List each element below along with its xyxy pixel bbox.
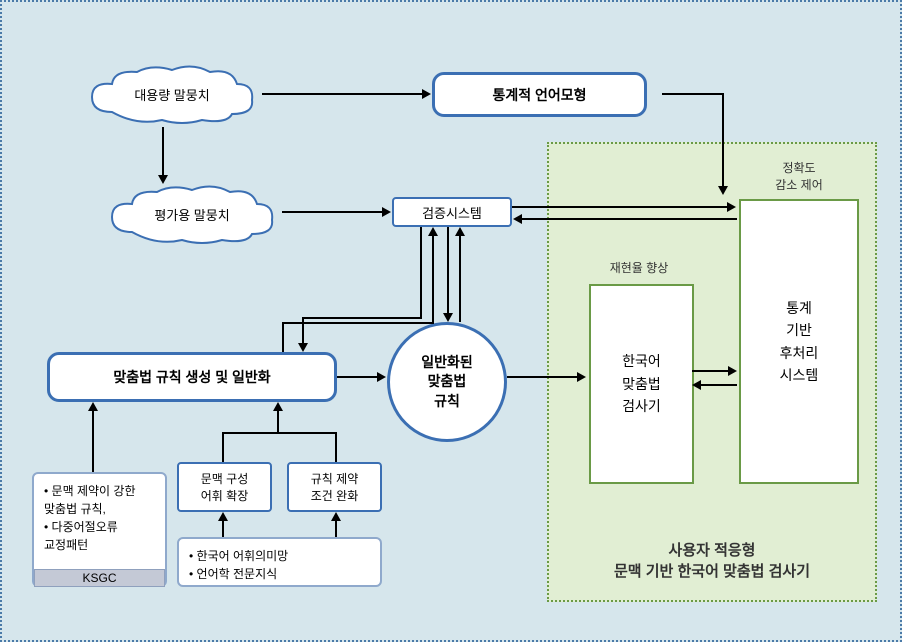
arrow-rulegen-verify-2h	[282, 322, 432, 324]
arrow-lm-down-v2	[722, 93, 724, 188]
cloud-big-corpus: 대용량 말뭉치	[82, 62, 262, 127]
arrow-ling-context	[222, 519, 224, 537]
checker-box: 한국어 맞춤법 검사기	[589, 284, 694, 484]
arrow-lm-down-v	[662, 93, 722, 95]
arrow-circle-verify	[459, 234, 461, 322]
arrow-ksgc-rulegen-head	[88, 402, 98, 411]
arrow-ling-relax	[335, 519, 337, 537]
arrow-rulegen-circle	[337, 376, 379, 378]
arrow-ling-context-head	[218, 512, 228, 521]
context-expand-box: 문맥 구성 어휘 확장	[177, 462, 272, 512]
green-bottom-label: 사용자 적응형 문맥 기반 한국어 맞춤법 검사기	[549, 539, 875, 581]
arrow-circle-checker	[507, 376, 579, 378]
arrow-verify-postproc-2-head	[513, 214, 522, 224]
arrow-context-up	[222, 432, 224, 462]
verify-box: 검증시스템	[392, 197, 512, 227]
arrow-verify-postproc-1	[512, 206, 727, 208]
arrow-verify-rulegen-1h	[302, 317, 422, 319]
arrow-rulegen-verify-2-head	[428, 227, 438, 236]
recall-label: 재현율 향상	[589, 259, 689, 276]
arrow-relax-up	[335, 432, 337, 462]
accuracy-label: 정확도 감소 제어	[749, 159, 849, 193]
arrow-verify-circle-head	[443, 313, 453, 322]
arrow-checker-postproc-1-head	[728, 366, 737, 376]
arrow-rulegen-verify-2v2	[432, 234, 434, 324]
arrow-verify-rulegen-1-head	[298, 343, 308, 352]
arrow-context-t-h	[222, 432, 337, 434]
arrow-checker-postproc-2-head	[692, 380, 701, 390]
arrow-eval-to-verify-head	[382, 207, 391, 217]
cloud-eval-corpus: 평가용 말뭉치	[102, 182, 282, 247]
arrow-checker-postproc-1	[692, 370, 730, 372]
arrow-corpus-to-eval-head	[158, 175, 168, 184]
postproc-box: 통계 기반 후처리 시스템	[739, 199, 859, 484]
ksgc-label: KSGC	[34, 569, 165, 587]
arrow-corpus-to-lm-head	[422, 89, 431, 99]
arrow-eval-to-verify	[282, 211, 382, 213]
stat-lm-box: 통계적 언어모형	[432, 72, 647, 117]
arrow-corpus-to-eval	[162, 127, 164, 177]
arrow-verify-postproc-1-head	[727, 202, 736, 212]
ling-listbox: • 한국어 어휘의미망 • 언어학 전문지식	[177, 537, 382, 587]
arrow-context-t-head	[273, 402, 283, 411]
diagram-canvas: 정확도 감소 제어 재현율 향상 한국어 맞춤법 검사기 통계 기반 후처리 시…	[0, 0, 902, 642]
arrow-verify-postproc-2	[522, 218, 737, 220]
arrow-context-t-v	[277, 409, 279, 432]
arrow-verify-circle	[447, 227, 449, 315]
rule-relax-box: 규칙 제약 조건 완화	[287, 462, 382, 512]
arrow-verify-rulegen-1	[420, 227, 422, 317]
general-rules-circle: 일반화된 맞춤법 규칙	[387, 322, 507, 442]
arrow-rulegen-circle-head	[377, 372, 386, 382]
arrow-rulegen-verify-2v	[282, 322, 284, 352]
arrow-circle-verify-head	[455, 227, 465, 236]
arrow-ling-relax-head	[331, 512, 341, 521]
arrow-checker-postproc-2	[699, 384, 737, 386]
arrow-ksgc-rulegen	[92, 409, 94, 472]
green-container: 정확도 감소 제어 재현율 향상 한국어 맞춤법 검사기 통계 기반 후처리 시…	[547, 142, 877, 602]
arrow-lm-down-head	[718, 186, 728, 195]
arrow-circle-checker-head	[577, 372, 586, 382]
arrow-corpus-to-lm	[262, 93, 422, 95]
rule-gen-box: 맞춤법 규칙 생성 및 일반화	[47, 352, 337, 402]
